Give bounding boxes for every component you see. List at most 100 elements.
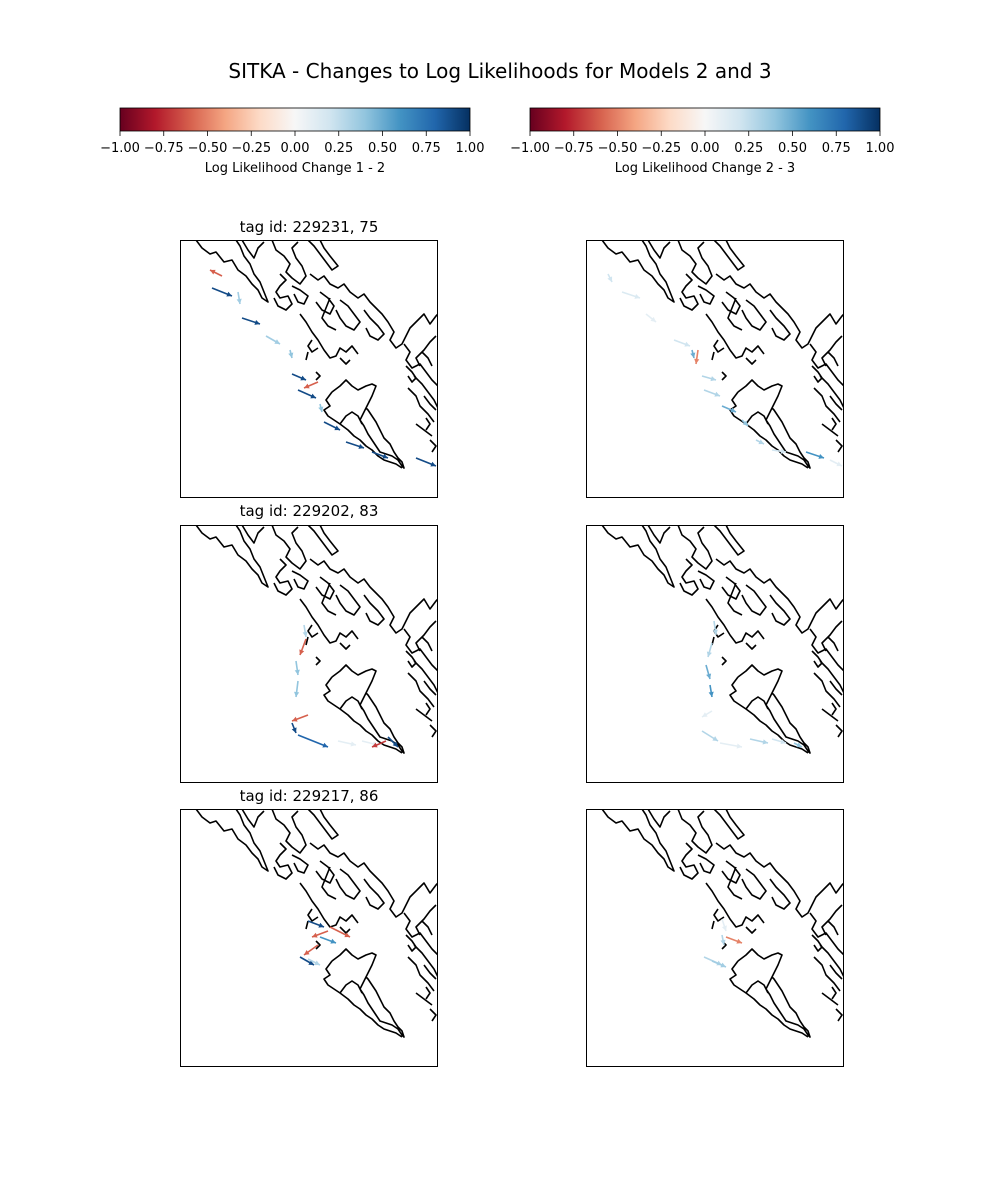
quiver-arrow: [241, 317, 261, 325]
colorbar-tick-label: 1.00: [866, 141, 895, 156]
colorbar-tick-label: 0.00: [691, 141, 720, 156]
row-1-title: tag id: 229231, 75: [240, 218, 379, 236]
colorbar-1-gradient: [119, 107, 471, 132]
colorbar-tick-label: 0.25: [734, 141, 763, 156]
quiver-arrow: [297, 734, 329, 748]
quiver-arrow: [711, 960, 727, 968]
map-panel-r3-c2: [586, 809, 844, 1067]
quiver-arrow: [793, 742, 803, 748]
quiver-arrow: [299, 638, 307, 656]
map-panel-r2-c2: [586, 525, 844, 783]
colorbar-tick-label: −0.25: [641, 141, 681, 156]
quiver-arrow: [725, 936, 743, 944]
quiver-arrow: [721, 405, 737, 413]
quiver-arrow: [705, 664, 712, 680]
quiver-arrow: [302, 624, 308, 638]
quiver-arrow: [319, 936, 337, 944]
colorbar-tick-label: 0.50: [778, 141, 807, 156]
quiver-arrow: [318, 403, 324, 413]
row-3-title: tag id: 229217, 86: [240, 787, 379, 805]
quiver-arrow: [299, 956, 315, 966]
quiver-arrow: [303, 381, 319, 389]
quiver-arrow: [291, 714, 309, 722]
quiver-arrow: [755, 439, 765, 445]
quiver-arrow: [805, 451, 825, 459]
colorbar-tick-label: 0.00: [281, 141, 310, 156]
colorbar-1-label: Log Likelihood Change 1 - 2: [205, 161, 385, 176]
panel-frame: [586, 525, 844, 783]
colorbar-tick-label: −1.00: [100, 141, 140, 156]
quiver-arrow: [720, 934, 726, 946]
quiver-arrow: [291, 722, 297, 734]
colorbar-1: −1.00 −0.75 −0.50 −0.25 0.00 0.25 0.50 0.75 1.00…: [100, 107, 484, 176]
colorbar-tick-label: −0.75: [144, 141, 184, 156]
colorbar-tick-label: −1.00: [510, 141, 550, 156]
quiver-arrow: [329, 926, 351, 938]
quiver-arrow: [387, 736, 399, 748]
quiver-arrow: [311, 930, 329, 938]
map-panel-r3-c1: [180, 809, 438, 1067]
colorbar-tick-label: 0.50: [368, 141, 397, 156]
quiver-arrow: [703, 389, 721, 397]
quiver-arrow: [297, 389, 317, 399]
quiver-arrow: [701, 710, 713, 718]
quiver-arrow: [291, 373, 307, 381]
colorbar-tick-label: 0.25: [324, 141, 353, 156]
quiver-arrow: [607, 273, 613, 283]
quiver-arrow: [294, 660, 300, 676]
quiver-arrow: [701, 730, 719, 742]
colorbar-tick-label: −0.25: [231, 141, 271, 156]
colorbar-tick-label: −0.50: [598, 141, 638, 156]
quiver-arrow: [749, 738, 769, 745]
colorbar-2: −1.00 −0.75 −0.50 −0.25 0.00 0.25 0.50 0.75 1.00…: [510, 107, 894, 176]
colorbar-tick-label: 1.00: [456, 141, 485, 156]
panel-frame: [586, 240, 844, 498]
panel-frame: [586, 809, 844, 1067]
quiver-arrow: [690, 349, 696, 359]
quiver-arrow: [345, 441, 365, 449]
quiver-arrow: [701, 375, 717, 382]
quiver-arrow: [771, 738, 787, 745]
quiver-arrow: [771, 448, 787, 454]
quiver-arrow: [645, 313, 657, 323]
colorbar-tick-label: 0.75: [822, 141, 851, 156]
map-panel-r2-c1: [180, 525, 438, 783]
panel-frame: [180, 809, 438, 1067]
quiver-arrow: [265, 335, 281, 345]
colorbar-2-ticks: −1.00 −0.75 −0.50 −0.25 0.00 0.25 0.50 0.75 1.00: [510, 131, 894, 156]
colorbar-tick-label: −0.75: [554, 141, 594, 156]
quiver-arrow: [719, 742, 743, 749]
quiver-arrow: [303, 944, 319, 956]
quiver-arrow: [371, 451, 389, 459]
map-panel-r1-c1: [180, 240, 438, 498]
quiver-arrow: [694, 349, 700, 365]
colorbar-tick-label: 0.75: [412, 141, 441, 156]
quiver-arrow: [236, 291, 242, 305]
quiver-arrow: [415, 457, 437, 467]
figure-title: SITKA - Changes to Log Likelihoods for M…: [228, 59, 771, 83]
quiver-arrow: [829, 459, 843, 467]
quiver-arrow: [708, 684, 714, 698]
quiver-arrow: [337, 740, 357, 747]
quiver-arrow: [323, 421, 341, 431]
colorbar-tick-label: −0.50: [188, 141, 228, 156]
map-panel-r1-c2: [586, 240, 844, 498]
quiver-arrow: [721, 918, 727, 932]
colorbar-2-label: Log Likelihood Change 2 - 3: [615, 161, 795, 176]
quiver-arrow: [371, 740, 387, 748]
quiver-arrow: [706, 642, 713, 658]
colorbar-2-gradient: [529, 107, 881, 132]
panel-frame: [180, 525, 438, 783]
quiver-arrow: [741, 419, 749, 427]
colorbar-1-ticks: −1.00 −0.75 −0.50 −0.25 0.00 0.25 0.50 0.75 1.00: [100, 131, 484, 156]
quiver-arrow: [307, 958, 321, 966]
quiver-arrow: [211, 287, 233, 297]
panel-frame: [180, 240, 438, 498]
quiver-arrow: [712, 620, 718, 636]
row-2-title: tag id: 229202, 83: [240, 502, 379, 520]
quiver-arrow: [294, 680, 300, 698]
quiver-arrow: [307, 920, 325, 928]
quiver-arrow: [621, 291, 641, 299]
quiver-arrow: [209, 269, 223, 277]
